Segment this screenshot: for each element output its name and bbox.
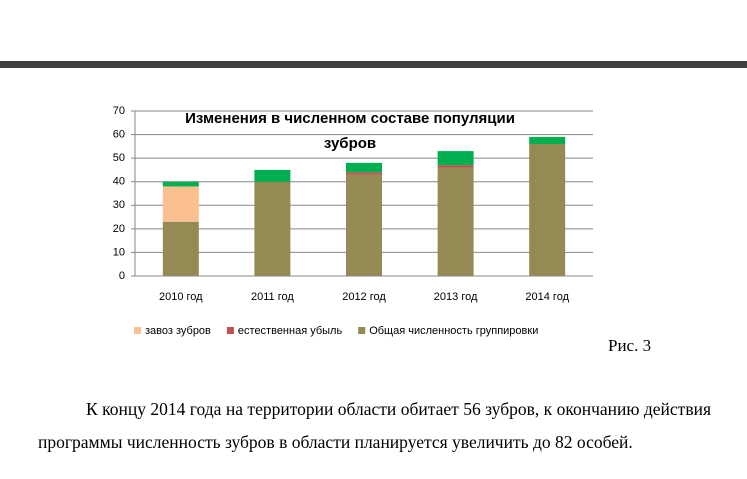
- y-tick-label: 10: [113, 246, 125, 258]
- bar-segment: [529, 144, 566, 276]
- x-tick-label: 2011 год: [251, 291, 294, 303]
- x-tick-label: 2012 год: [342, 291, 386, 303]
- bar-segment: [162, 186, 199, 222]
- y-tick-label: 0: [119, 270, 125, 282]
- bar-segment: [346, 172, 382, 175]
- paragraph: К концу 2014 года на территории области …: [38, 399, 711, 452]
- y-tick-label: 60: [113, 128, 125, 140]
- bar-segment: [529, 136, 566, 144]
- bar-segment: [346, 174, 382, 276]
- figure-caption: Рис. 3: [608, 336, 652, 355]
- bar-segment: [162, 221, 199, 276]
- y-tick-label: 40: [113, 176, 125, 188]
- bar-segment: [437, 167, 474, 276]
- bar-segment: [162, 181, 199, 187]
- bar-segment: [437, 151, 474, 166]
- bar-segment: [346, 162, 382, 173]
- legend-label: Общая численность группировки: [369, 325, 538, 337]
- x-tick-label: 2010 год: [159, 291, 203, 303]
- x-tick-label: 2013 год: [434, 291, 478, 303]
- legend-label: завоз зубров: [145, 325, 211, 337]
- y-tick-label: 70: [113, 105, 125, 117]
- y-tick-label: 50: [113, 152, 125, 164]
- x-tick-label: 2014 год: [525, 291, 569, 303]
- bar-segment: [254, 181, 291, 276]
- legend-swatch: [358, 327, 366, 334]
- bar-segment: [437, 165, 474, 168]
- y-tick-label: 20: [113, 223, 125, 235]
- header-band: [0, 61, 747, 68]
- legend-label: естественная убыль: [238, 325, 343, 337]
- y-tick-label: 30: [113, 199, 125, 211]
- chart-title: Изменения в численном составе популяции …: [185, 110, 515, 152]
- legend-swatch: [134, 327, 141, 334]
- legend-swatch: [226, 327, 234, 334]
- bar-segment: [254, 169, 291, 182]
